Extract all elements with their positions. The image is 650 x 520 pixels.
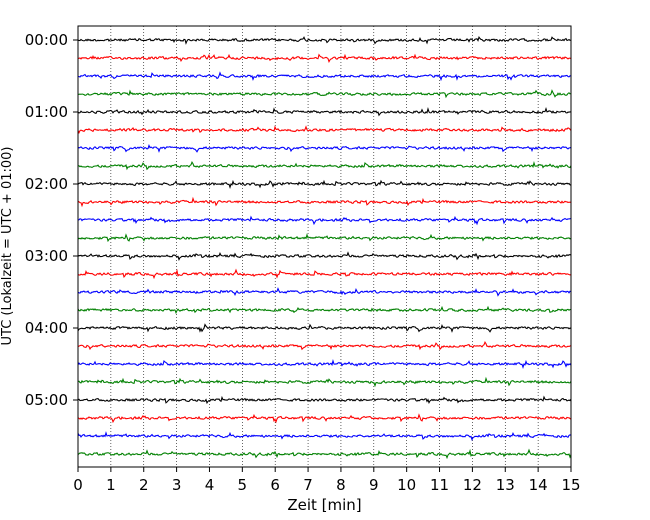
x-tick-label: 0 [73,476,83,494]
x-tick-label: 10 [397,476,416,494]
y-axis-label: UTC (Lokalzeit = UTC + 01:00) [0,147,15,346]
x-tick-label: 8 [336,476,346,494]
plot-background [78,26,571,467]
trace-line [77,448,572,460]
y-tick-label: 01:00 [25,103,68,121]
x-tick-label: 14 [529,476,548,494]
trace-line [77,413,572,424]
trace-line [77,268,572,280]
x-axis-label: Zeit [min] [287,496,361,514]
trace-line [77,179,572,189]
x-tick-label: 2 [139,476,149,494]
x-tick-label: 11 [430,476,449,494]
trace-line [77,215,572,226]
x-tick-label: 3 [172,476,182,494]
trace-line [77,143,572,153]
plot-frame [77,25,572,468]
y-tick-label: 05:00 [25,391,68,409]
x-tick-label: 6 [270,476,280,494]
trace-line [77,395,572,405]
trace-line [77,160,572,171]
y-tick-label: 04:00 [25,319,68,337]
x-axis: 0 1 2 3 4 5 6 7 8 9 10 11 12 13 14 15 [73,467,581,494]
trace-line [77,106,572,117]
y-tick-label: 02:00 [25,175,68,193]
trace-line [77,35,572,45]
traces [77,35,572,460]
trace-line [77,89,572,99]
trace-line [77,251,572,262]
y-tick-label: 00:00 [25,31,68,49]
trace-line [77,71,572,82]
trace-line [77,196,572,208]
x-tick-label: 4 [205,476,215,494]
x-tick-label: 12 [463,476,482,494]
y-axis: 00:00 01:00 02:00 03:00 04:00 05:00 [25,31,78,409]
trace-line [77,359,572,369]
trace-line [77,305,572,315]
trace-line [77,125,572,134]
x-tick-label: 1 [106,476,116,494]
x-tick-label: 5 [238,476,248,494]
x-tick-label: 13 [496,476,515,494]
x-tick-label: 9 [369,476,379,494]
y-tick-label: 03:00 [25,247,68,265]
trace-line [77,233,572,243]
trace-line [77,340,572,351]
trace-line [77,323,572,333]
x-tick-label: 15 [561,476,580,494]
trace-line [77,376,572,388]
trace-line [77,431,572,442]
trace-line [77,287,572,297]
x-tick-label: 7 [303,476,313,494]
trace-line [77,53,572,63]
